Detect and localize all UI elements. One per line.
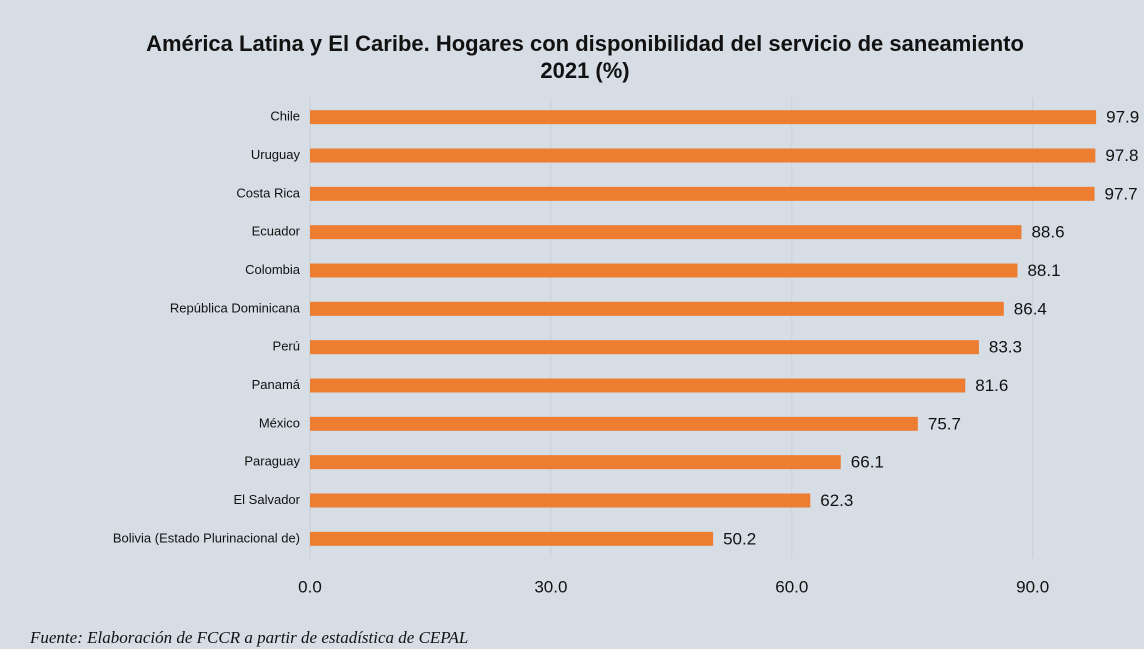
- value-label: 97.9: [1106, 108, 1139, 127]
- y-tick-label: Panamá: [252, 377, 301, 392]
- value-label: 62.3: [820, 491, 853, 510]
- y-tick-label: Paraguay: [244, 454, 300, 469]
- bar: [310, 378, 966, 393]
- x-tick-label: 0.0: [298, 577, 322, 596]
- y-tick-label: República Dominicana: [170, 300, 301, 315]
- x-tick-label: 30.0: [534, 577, 567, 596]
- value-label: 66.1: [851, 453, 884, 472]
- value-label: 81.6: [975, 376, 1008, 395]
- y-tick-label: Bolivia (Estado Plurinacional de): [113, 530, 300, 545]
- y-tick-label: Perú: [273, 339, 300, 354]
- value-label: 88.6: [1031, 223, 1064, 242]
- bar: [310, 148, 1096, 163]
- value-label: 50.2: [723, 529, 756, 548]
- bar: [310, 493, 811, 508]
- value-label: 86.4: [1014, 299, 1047, 318]
- value-label: 97.8: [1105, 146, 1138, 165]
- y-tick-label: Ecuador: [252, 224, 301, 239]
- bar: [310, 531, 714, 546]
- bar: [310, 186, 1095, 201]
- value-label: 83.3: [989, 338, 1022, 357]
- bar: [310, 455, 841, 470]
- y-tick-label: Uruguay: [251, 147, 301, 162]
- y-tick-label: Costa Rica: [236, 185, 300, 200]
- value-label: 97.7: [1105, 184, 1138, 203]
- chart-title: América Latina y El Caribe. Hogares con …: [146, 31, 1024, 83]
- bar: [310, 340, 979, 355]
- value-label: 75.7: [928, 414, 961, 433]
- bar: [310, 225, 1022, 240]
- value-label: 88.1: [1027, 261, 1060, 280]
- bar: [310, 416, 918, 431]
- source-note: Fuente: Elaboración de FCCR a partir de …: [30, 628, 469, 647]
- y-tick-label: México: [259, 415, 300, 430]
- x-tick-label: 90.0: [1016, 577, 1049, 596]
- x-tick-label: 60.0: [775, 577, 808, 596]
- bar: [310, 301, 1004, 316]
- bar: [310, 110, 1097, 125]
- y-tick-label: Colombia: [245, 262, 301, 277]
- bar: [310, 263, 1018, 278]
- y-tick-label: Chile: [270, 109, 300, 124]
- y-tick-label: El Salvador: [234, 492, 301, 507]
